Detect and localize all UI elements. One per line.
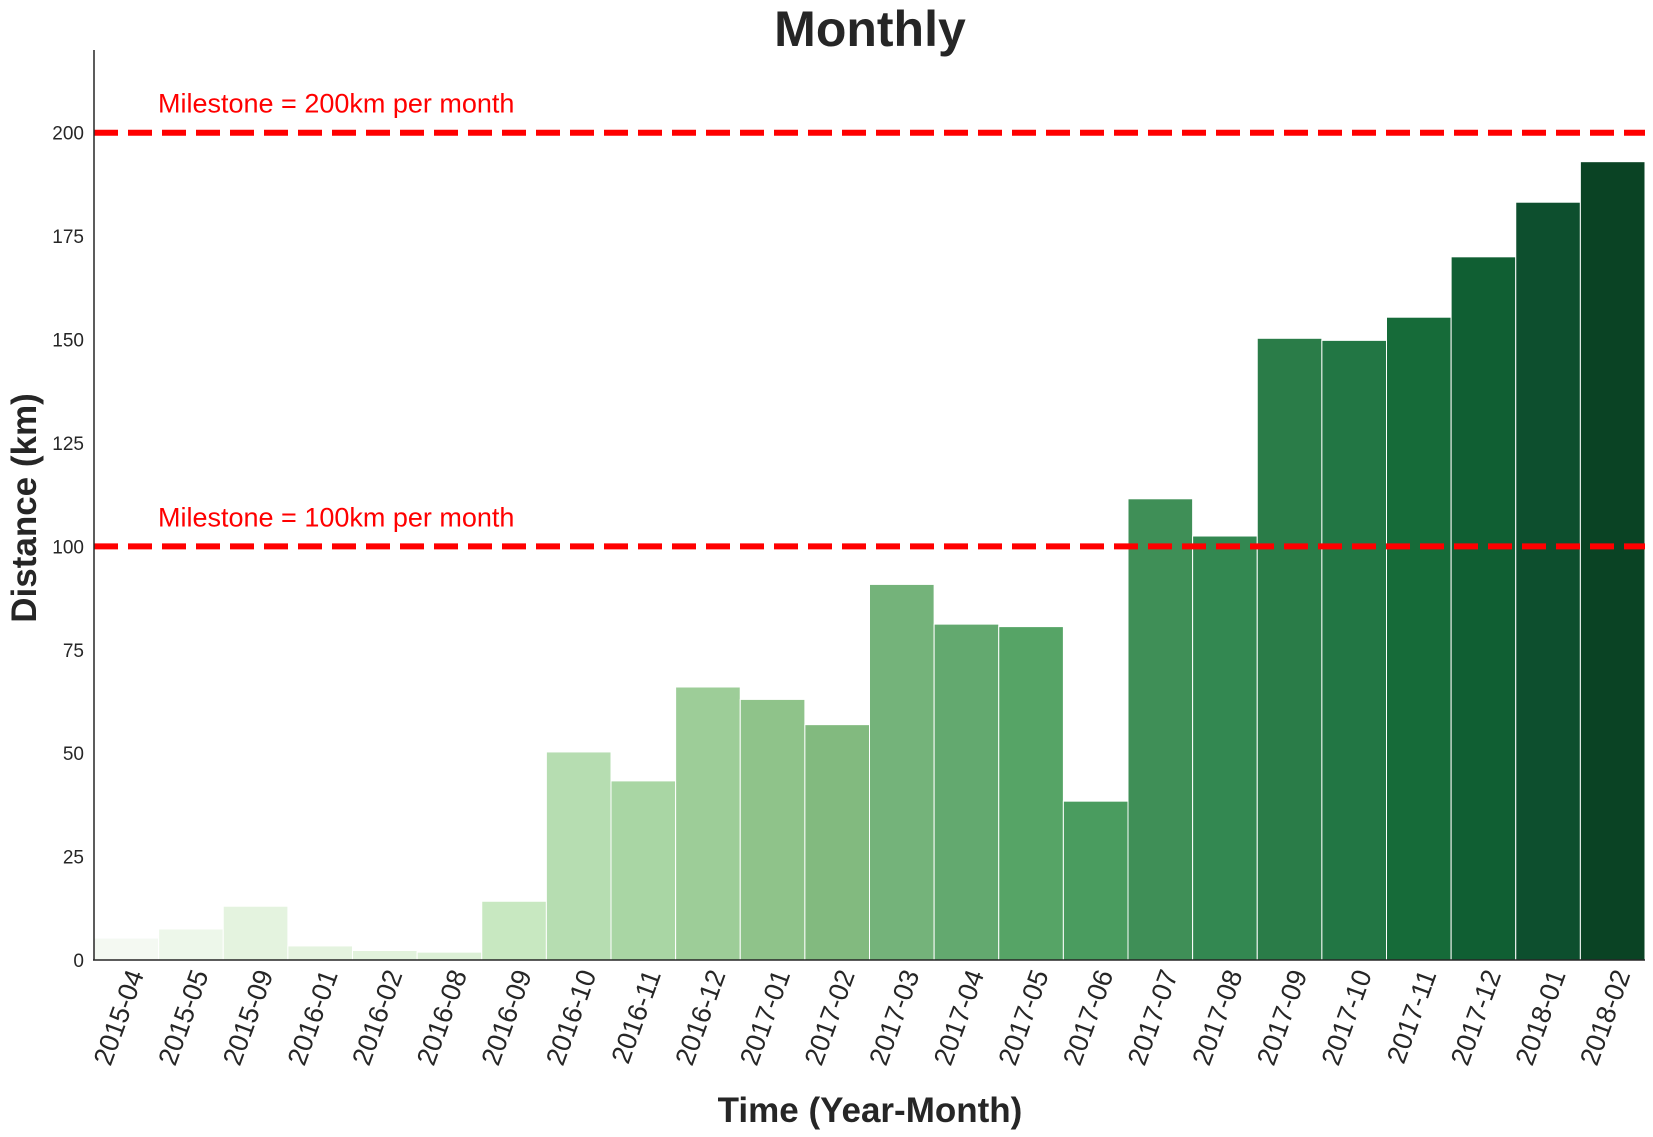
x-tick-label-2016-11: 2016-11	[606, 966, 667, 1067]
x-tick-label-2016-12: 2016-12	[669, 966, 731, 1069]
bar-2018-01	[1515, 201, 1581, 961]
x-tick-label-2018-02: 2018-02	[1574, 966, 1636, 1069]
reference-lines-group: Milestone = 200km per month Milestone = 1…	[94, 89, 1645, 550]
bar-2017-05	[998, 626, 1064, 961]
bar-2017-07	[1127, 498, 1194, 961]
y-tick-label-100: 100	[52, 537, 84, 558]
x-tick-label-2017-05: 2017-05	[993, 966, 1055, 1069]
x-tick-label-2017-03: 2017-03	[863, 966, 925, 1069]
bar-2018-02	[1579, 161, 1646, 961]
x-tick-label-2017-09: 2017-09	[1251, 966, 1313, 1069]
y-tick-label-175: 175	[52, 227, 84, 248]
x-tick-label-2017-02: 2017-02	[799, 966, 861, 1069]
bars-group	[93, 161, 1646, 961]
bar-2017-03	[869, 583, 935, 961]
x-tick-label-2016-10: 2016-10	[540, 966, 602, 1069]
y-tick-label-0: 0	[73, 951, 84, 972]
x-tick-label-2016-01: 2016-01	[282, 966, 344, 1069]
bar-2016-08	[416, 951, 483, 961]
reference-label-200: Milestone = 200km per month	[158, 89, 514, 119]
y-axis-label: Distance (km)	[5, 393, 44, 623]
x-tick-label-2015-05: 2015-05	[152, 966, 214, 1069]
bar-2015-04	[93, 937, 160, 961]
x-tick-label-2015-04: 2015-04	[88, 966, 150, 1069]
bar-2015-05	[158, 928, 224, 961]
axes-group	[93, 50, 1645, 961]
chart-title: Monthly	[774, 1, 966, 57]
x-tick-label-2017-10: 2017-10	[1316, 966, 1378, 1069]
bar-2017-09	[1256, 337, 1323, 961]
bar-2017-12	[1450, 256, 1517, 961]
y-tick-label-125: 125	[52, 434, 84, 455]
y-tick-label-200: 200	[52, 124, 84, 145]
x-tick-label-2017-11: 2017-11	[1381, 966, 1442, 1067]
y-tick-label-50: 50	[63, 744, 84, 765]
bar-2016-11	[610, 780, 677, 961]
x-tick-label-2017-06: 2017-06	[1057, 966, 1119, 1069]
x-axis-label: Time (Year-Month)	[718, 1091, 1023, 1130]
bar-2016-01	[287, 945, 353, 961]
x-tick-label-2015-09: 2015-09	[217, 966, 279, 1069]
x-tick-label-2018-01: 2018-01	[1510, 966, 1572, 1069]
reference-label-100: Milestone = 100km per month	[158, 502, 514, 532]
bar-2017-11	[1386, 316, 1452, 961]
y-tick-label-25: 25	[63, 848, 84, 869]
x-tick-label-2017-01: 2017-01	[734, 966, 796, 1069]
bar-2016-12	[675, 686, 741, 961]
x-tick-label-2017-08: 2017-08	[1186, 966, 1248, 1069]
bar-2016-02	[352, 949, 418, 961]
x-tick-label-2016-02: 2016-02	[346, 966, 408, 1069]
y-tick-label-75: 75	[63, 641, 84, 662]
bar-2017-08	[1192, 535, 1258, 961]
bar-2017-04	[933, 623, 1000, 961]
bar-2015-09	[222, 905, 289, 961]
x-tick-label-2016-08: 2016-08	[411, 966, 473, 1069]
bar-2016-09	[481, 900, 547, 961]
bar-2016-10	[545, 751, 612, 961]
y-tick-label-150: 150	[52, 331, 84, 352]
bar-2017-02	[804, 724, 870, 961]
bar-2017-01	[739, 698, 806, 961]
bar-2017-10	[1321, 339, 1387, 961]
x-tick-label-2016-09: 2016-09	[476, 966, 538, 1069]
x-tick-label-2017-07: 2017-07	[1122, 966, 1184, 1069]
bar-2017-06	[1062, 800, 1129, 961]
x-tick-label-2017-12: 2017-12	[1445, 966, 1507, 1069]
x-ticks-group: 2015-04 2015-05 2015-09 2016-01 2016-02 2016-…	[88, 966, 1636, 1069]
y-ticks-group: 0 25 50 75 100 125 150 175 200	[52, 124, 84, 972]
x-tick-label-2017-04: 2017-04	[928, 966, 990, 1069]
